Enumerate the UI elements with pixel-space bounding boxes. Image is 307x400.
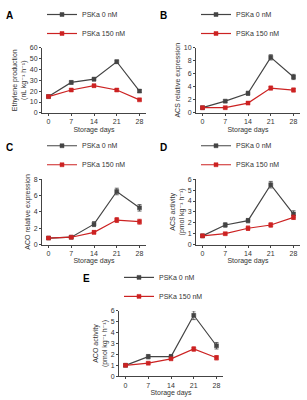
svg-text:B: B xyxy=(160,10,167,21)
svg-text:2: 2 xyxy=(34,225,38,232)
svg-text:Storage days: Storage days xyxy=(73,257,115,265)
svg-text:E: E xyxy=(83,273,90,284)
svg-text:4: 4 xyxy=(188,197,192,204)
svg-text:0: 0 xyxy=(47,118,51,125)
svg-text:10: 10 xyxy=(184,44,192,51)
svg-text:2: 2 xyxy=(188,96,192,103)
svg-text:7: 7 xyxy=(223,250,227,257)
svg-text:21: 21 xyxy=(113,250,121,257)
svg-text:3: 3 xyxy=(111,340,115,347)
svg-text:Ethylene production(nL kg⁻¹ h⁻: Ethylene production(nL kg⁻¹ h⁻¹) xyxy=(11,49,28,111)
svg-text:28: 28 xyxy=(136,118,144,125)
svg-text:PSKa 150 nM: PSKa 150 nM xyxy=(159,293,202,300)
svg-text:28: 28 xyxy=(290,250,298,257)
svg-text:1: 1 xyxy=(111,362,115,369)
svg-text:20: 20 xyxy=(30,88,38,95)
svg-text:0: 0 xyxy=(124,382,128,389)
svg-text:4: 4 xyxy=(34,208,38,215)
svg-text:0: 0 xyxy=(188,109,192,116)
svg-text:6: 6 xyxy=(188,176,192,183)
svg-text:0: 0 xyxy=(201,118,205,125)
svg-text:5: 5 xyxy=(111,318,115,325)
svg-text:PSKa 0 nM: PSKa 0 nM xyxy=(236,11,272,18)
svg-text:7: 7 xyxy=(69,250,73,257)
svg-text:A: A xyxy=(6,10,13,21)
svg-text:1: 1 xyxy=(188,230,192,237)
svg-text:28: 28 xyxy=(290,118,298,125)
svg-text:21: 21 xyxy=(190,382,198,389)
svg-text:7: 7 xyxy=(223,118,227,125)
svg-text:PSKa 0 nM: PSKa 0 nM xyxy=(236,142,272,149)
svg-text:Storage days: Storage days xyxy=(150,389,192,397)
svg-text:14: 14 xyxy=(167,382,175,389)
svg-text:21: 21 xyxy=(267,250,275,257)
svg-text:Storage days: Storage days xyxy=(73,126,115,134)
svg-text:14: 14 xyxy=(90,118,98,125)
svg-text:0: 0 xyxy=(188,241,192,248)
svg-text:ACS activity(pmol kg⁻¹ h⁻¹): ACS activity(pmol kg⁻¹ h⁻¹) xyxy=(169,188,186,235)
svg-text:14: 14 xyxy=(244,250,252,257)
svg-text:21: 21 xyxy=(267,118,275,125)
svg-text:10: 10 xyxy=(30,98,38,105)
svg-text:40: 40 xyxy=(30,66,38,73)
svg-text:50: 50 xyxy=(30,55,38,62)
svg-text:0: 0 xyxy=(201,250,205,257)
svg-text:ACS relative expression: ACS relative expression xyxy=(174,43,182,118)
svg-text:0: 0 xyxy=(34,241,38,248)
svg-text:6: 6 xyxy=(111,307,115,314)
svg-text:8: 8 xyxy=(188,57,192,64)
svg-text:PSKa 0 nM: PSKa 0 nM xyxy=(159,274,195,281)
svg-text:6: 6 xyxy=(188,70,192,77)
svg-text:21: 21 xyxy=(113,118,121,125)
svg-text:14: 14 xyxy=(90,250,98,257)
svg-text:ACO relative expression: ACO relative expression xyxy=(24,174,32,250)
svg-text:PSKa 0 nM: PSKa 0 nM xyxy=(82,11,118,18)
svg-text:PSKa 150 nM: PSKa 150 nM xyxy=(82,30,125,37)
svg-text:28: 28 xyxy=(213,382,221,389)
svg-text:28: 28 xyxy=(136,250,144,257)
svg-text:2: 2 xyxy=(188,219,192,226)
svg-text:0: 0 xyxy=(34,109,38,116)
svg-text:3: 3 xyxy=(188,208,192,215)
svg-text:PSKa 150 nM: PSKa 150 nM xyxy=(82,161,125,168)
svg-text:Storage days: Storage days xyxy=(227,126,269,134)
svg-text:D: D xyxy=(160,142,167,153)
svg-text:6: 6 xyxy=(34,192,38,199)
svg-text:PSKa 150 nM: PSKa 150 nM xyxy=(236,30,279,37)
svg-text:5: 5 xyxy=(188,187,192,194)
svg-text:PSKa 0 nM: PSKa 0 nM xyxy=(82,142,118,149)
svg-text:7: 7 xyxy=(146,382,150,389)
svg-text:PSKa 150 nM: PSKa 150 nM xyxy=(236,161,279,168)
svg-text:30: 30 xyxy=(30,77,38,84)
svg-text:Storage days: Storage days xyxy=(227,257,269,265)
svg-text:0: 0 xyxy=(111,373,115,380)
svg-text:4: 4 xyxy=(188,83,192,90)
svg-text:2: 2 xyxy=(111,351,115,358)
svg-text:14: 14 xyxy=(244,118,252,125)
svg-text:C: C xyxy=(6,142,13,153)
svg-text:0: 0 xyxy=(47,250,51,257)
svg-text:7: 7 xyxy=(69,118,73,125)
svg-text:ACO activity(pmol kg⁻¹ h⁻¹): ACO activity(pmol kg⁻¹ h⁻¹) xyxy=(92,320,109,367)
svg-text:60: 60 xyxy=(30,44,38,51)
svg-text:8: 8 xyxy=(34,176,38,183)
svg-text:4: 4 xyxy=(111,329,115,336)
